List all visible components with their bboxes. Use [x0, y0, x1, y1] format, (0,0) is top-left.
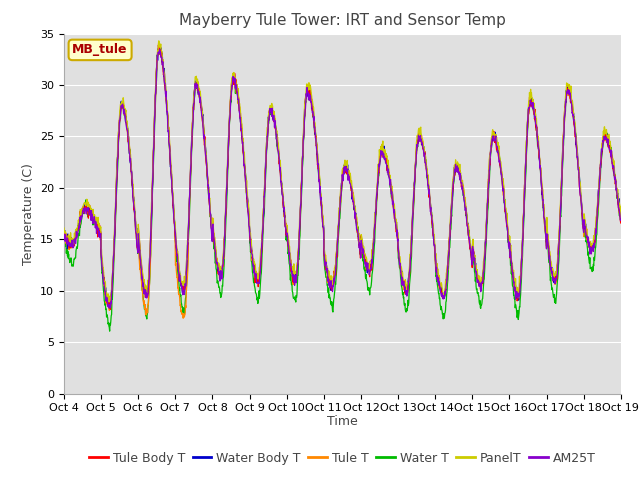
Title: Mayberry Tule Tower: IRT and Sensor Temp: Mayberry Tule Tower: IRT and Sensor Temp [179, 13, 506, 28]
X-axis label: Time: Time [327, 415, 358, 428]
Y-axis label: Temperature (C): Temperature (C) [22, 163, 35, 264]
Legend: Tule Body T, Water Body T, Tule T, Water T, PanelT, AM25T: Tule Body T, Water Body T, Tule T, Water… [84, 447, 601, 469]
Text: MB_tule: MB_tule [72, 43, 128, 56]
